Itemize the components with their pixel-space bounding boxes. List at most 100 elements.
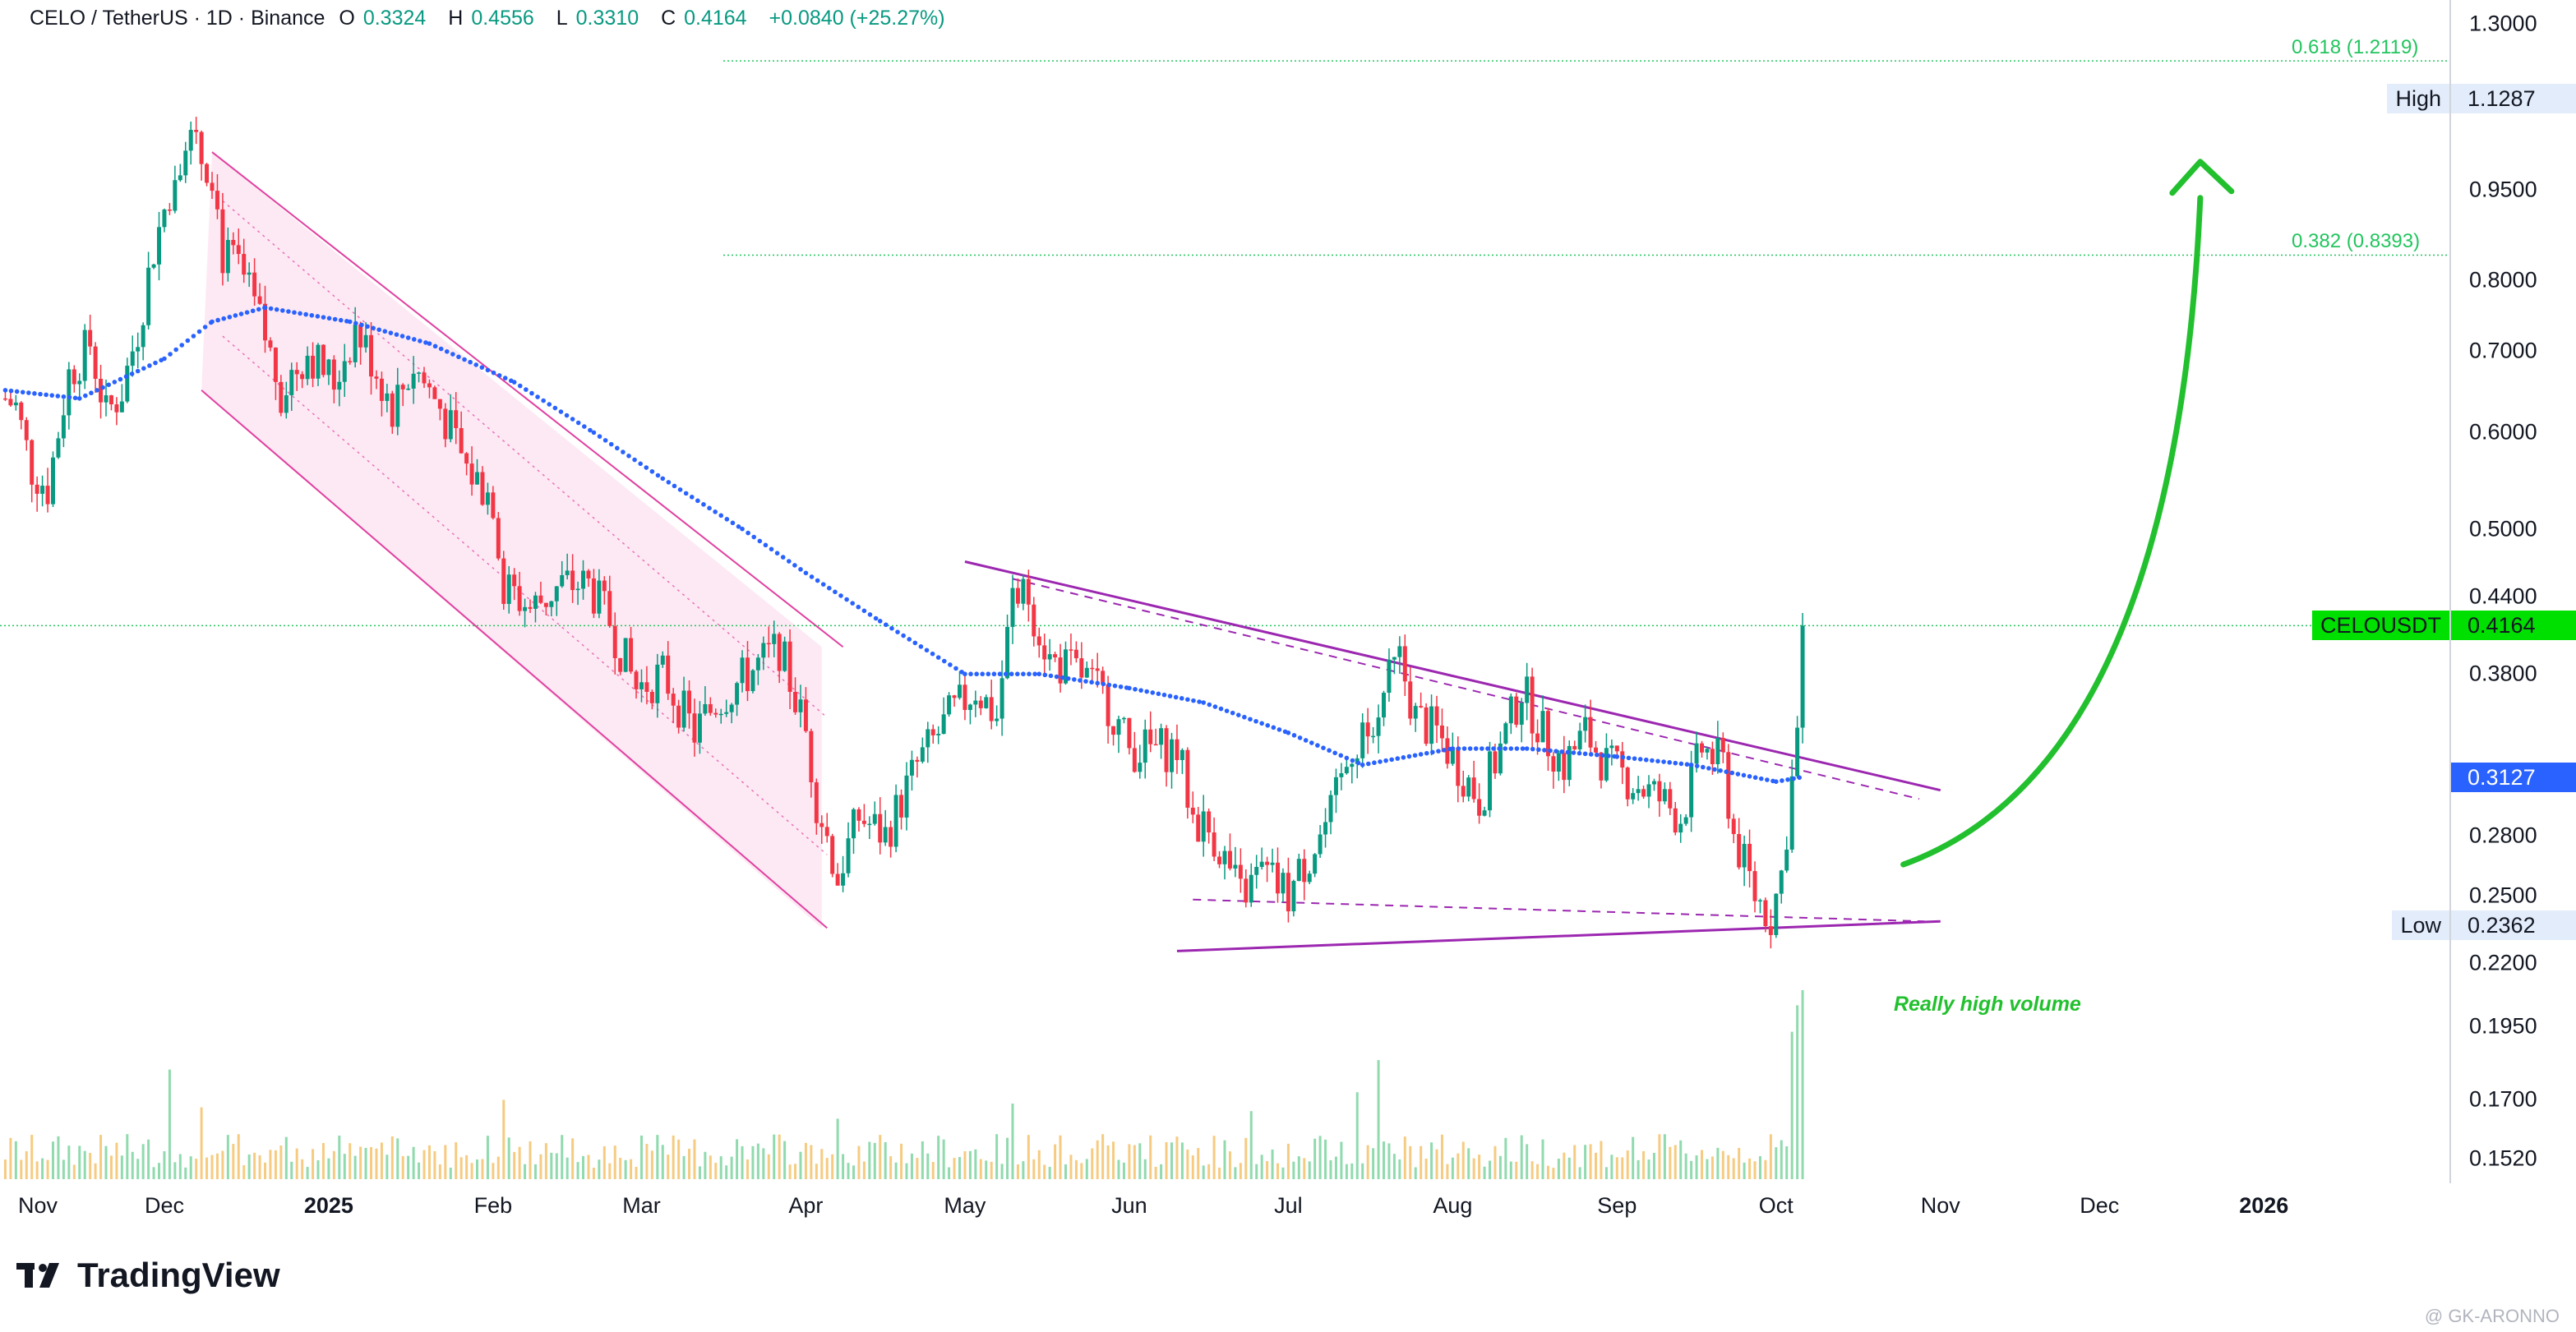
candle-body <box>1535 733 1540 743</box>
sma-dot <box>1718 768 1723 773</box>
candle-body <box>835 873 840 886</box>
volume-bar <box>783 1141 787 1179</box>
sma-dot <box>1582 751 1588 757</box>
price-tick-label: 0.9500 <box>2469 177 2537 202</box>
sma-dot <box>1212 704 1218 709</box>
volume-bar <box>910 1153 913 1179</box>
candle-body <box>385 393 390 401</box>
candle-body <box>1084 667 1089 678</box>
volume-bar <box>401 1155 404 1179</box>
volume-bar <box>1101 1134 1105 1179</box>
candle-body <box>369 334 374 377</box>
volume-bar <box>1138 1143 1142 1179</box>
candle-body <box>1514 696 1519 725</box>
candle-body <box>8 399 13 406</box>
sma-dot <box>718 513 724 519</box>
candle-body <box>687 690 692 714</box>
volume-bar <box>677 1139 681 1179</box>
sma-dot <box>660 476 666 482</box>
volume-bar <box>1149 1135 1152 1179</box>
volume-bar <box>1043 1164 1046 1179</box>
sma-dot <box>552 405 558 411</box>
tradingview-logo[interactable]: TradingView <box>16 1256 280 1295</box>
candle-body <box>1190 807 1195 815</box>
candle-body <box>1095 668 1100 671</box>
candle-body <box>1069 649 1073 651</box>
candle-body <box>846 838 851 873</box>
price-tick-label: 0.6000 <box>2469 419 2537 445</box>
candle-body <box>560 574 565 587</box>
volume-bar <box>1435 1149 1438 1179</box>
sma-dot <box>118 376 123 382</box>
channel-mid-upper <box>222 200 828 718</box>
sma-dot <box>376 327 381 333</box>
candle-body <box>1222 850 1227 864</box>
volume-bar <box>136 1159 140 1179</box>
sma-dot <box>541 398 546 403</box>
volume-bar <box>242 1165 246 1179</box>
sma-dot <box>1095 680 1100 686</box>
volume-bar <box>1552 1168 1555 1179</box>
candle-body <box>1789 776 1794 850</box>
sma-dot <box>763 542 769 548</box>
sma-dot <box>1706 766 1711 771</box>
sma-dot <box>672 483 677 489</box>
candle-body <box>119 401 124 413</box>
candle-body <box>1715 737 1720 765</box>
candle-body <box>1774 893 1779 935</box>
time-axis[interactable]: Nov Dec 2025 Feb Mar Apr May Jun Jul Aug Sep Oct Nov… <box>0 1183 2449 1233</box>
sma-dot <box>479 365 485 370</box>
candle-body <box>708 703 713 713</box>
candle-body <box>337 381 342 390</box>
candle-body <box>1026 578 1031 605</box>
sma-dot <box>1548 748 1553 754</box>
volume-bar <box>1244 1137 1248 1179</box>
sma-dot <box>1614 754 1620 759</box>
candle-body <box>40 486 45 494</box>
sma-dot <box>856 604 861 610</box>
candle-body <box>867 823 872 826</box>
volume-bar <box>449 1168 452 1179</box>
time-tick-label: Dec <box>144 1193 184 1218</box>
volume-bar <box>1567 1157 1571 1179</box>
volume-bar <box>1054 1144 1057 1179</box>
volume-bar <box>518 1146 521 1179</box>
volume-bar <box>1642 1150 1646 1179</box>
candle-body <box>199 131 204 164</box>
chart-area[interactable]: CELO / TetherUS · 1D · Binance O 0.3324 H… <box>0 0 2449 1183</box>
sma-dot <box>1412 753 1418 758</box>
volume-bar <box>433 1151 436 1179</box>
sma-dot <box>638 461 643 467</box>
volume-bar <box>1377 1060 1380 1179</box>
sma-dot <box>1224 708 1230 713</box>
symbol-title[interactable]: CELO / TetherUS · 1D · Binance <box>30 7 325 30</box>
sma-dot <box>1395 756 1401 761</box>
volume-bar <box>1780 1140 1783 1179</box>
price-axis[interactable]: 1.3000 0.9500 0.8000 0.7000 0.6000 0.5000 0.44… <box>2449 0 2576 1183</box>
sma-dot <box>1009 671 1014 677</box>
candle-body <box>984 697 989 708</box>
sma-dot <box>215 317 220 323</box>
volume-bar <box>465 1155 469 1179</box>
fib-label-0: 0.618 (1.2119) <box>2292 36 2419 59</box>
price-chart[interactable] <box>0 0 2449 1183</box>
candle-body <box>1488 751 1493 811</box>
sma-dot <box>1197 699 1202 704</box>
sma-dot <box>411 337 417 342</box>
volume-bar <box>1595 1152 1598 1179</box>
sma-dot <box>997 671 1003 677</box>
candle-body <box>1742 843 1747 868</box>
volume-bar <box>672 1135 675 1179</box>
candle-body <box>1121 717 1126 720</box>
volume-bar <box>1684 1153 1687 1179</box>
sma-dot <box>141 366 146 371</box>
sma-dot <box>1480 746 1484 751</box>
sma-dot <box>511 380 517 385</box>
sma-dot <box>1218 706 1224 712</box>
sma-dot <box>1758 776 1764 781</box>
volume-bar <box>571 1138 575 1179</box>
volume-bar <box>608 1163 612 1179</box>
sma-dot <box>67 394 72 400</box>
volume-bar <box>1493 1145 1497 1179</box>
sma-dot <box>1179 696 1184 701</box>
